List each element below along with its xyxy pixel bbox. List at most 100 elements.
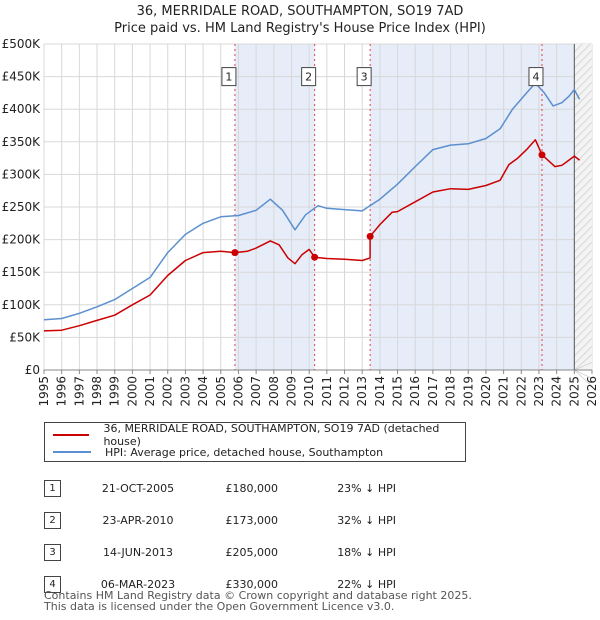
table-row: 1 21-OCT-2005 £180,000 23% ↓ HPI	[44, 472, 396, 504]
future-hatch	[574, 330, 593, 349]
x-tick-label: 2006	[231, 376, 245, 407]
future-hatch	[574, 290, 593, 309]
future-hatch	[574, 314, 593, 333]
future-hatch	[574, 98, 593, 117]
future-hatch	[574, 258, 593, 277]
future-hatch	[574, 338, 593, 357]
future-hatch	[574, 298, 593, 317]
future-hatch	[574, 50, 593, 69]
sale-label-box	[301, 67, 317, 87]
footer-line-2: This data is licensed under the Open Gov…	[44, 600, 395, 613]
future-hatch	[574, 226, 593, 245]
sale-label-box	[221, 67, 237, 87]
y-tick-label: £0	[25, 363, 40, 377]
future-hatch	[574, 242, 593, 261]
x-tick-label: 2013	[355, 376, 369, 407]
x-tick-label: 2015	[391, 376, 405, 407]
sale-price: £180,000	[225, 481, 279, 495]
y-tick-label: £450K	[2, 70, 42, 84]
y-tick-label: £500K	[2, 37, 42, 51]
future-hatch	[574, 74, 593, 93]
x-tick-label: 2021	[497, 376, 511, 407]
sale-label: 1	[221, 67, 237, 87]
future-hatch	[574, 170, 593, 189]
sale-label-text: 2	[305, 71, 312, 84]
x-tick-label: 1997	[72, 376, 86, 407]
future-hatch	[574, 282, 593, 301]
x-tick-label: 2016	[408, 376, 422, 407]
future-hatch	[574, 266, 593, 285]
legend-item-property: 36, MERRIDALE ROAD, SOUTHAMPTON, SO19 7A…	[53, 422, 465, 448]
future-hatch	[574, 210, 593, 229]
y-tick-label: £200K	[2, 233, 42, 247]
x-tick-label: 2008	[267, 376, 281, 407]
y-tick-label: £150K	[2, 265, 42, 279]
legend-hpi-swatch	[53, 451, 91, 453]
sale-label-text: 3	[361, 71, 368, 84]
sale-label-text: 1	[225, 71, 232, 84]
y-tick-label: £400K	[2, 102, 42, 116]
x-tick-label: 1999	[108, 376, 122, 407]
legend: 36, MERRIDALE ROAD, SOUTHAMPTON, SO19 7A…	[44, 422, 466, 462]
future-hatch	[574, 234, 593, 253]
future-hatch	[574, 362, 593, 371]
sale-point	[538, 151, 546, 159]
x-tick-label: 2005	[214, 376, 228, 407]
future-hatch	[574, 369, 593, 379]
x-tick-label: 2010	[302, 376, 316, 407]
legend-hpi-label: HPI: Average price, detached house, Sout…	[105, 445, 384, 459]
future-hatch	[574, 306, 593, 325]
x-tick-label: 2014	[373, 376, 387, 407]
y-tick-label: £300K	[2, 167, 42, 181]
sale-point	[311, 253, 319, 261]
sale-date: 06-MAR-2023	[100, 577, 176, 591]
legend-item-hpi: HPI: Average price, detached house, Sout…	[53, 443, 383, 461]
x-tick-label: 2007	[249, 376, 263, 407]
sale-label: 4	[528, 67, 544, 87]
future-hatch	[574, 154, 593, 173]
x-tick-label: 2024	[550, 376, 564, 407]
sale-number: 4	[44, 575, 61, 593]
future-hatch	[574, 322, 593, 341]
x-tick-label: 1995	[37, 376, 51, 407]
sale-hpi-diff: 32% ↓ HPI	[337, 513, 396, 527]
footer-attribution: Contains HM Land Registry data © Crown c…	[44, 590, 472, 612]
future-hatch	[574, 43, 591, 61]
future-hatch	[574, 90, 593, 109]
future-hatch	[574, 178, 593, 197]
future-region	[574, 44, 592, 370]
future-hatch	[574, 354, 593, 371]
future-hatch	[574, 346, 593, 365]
sale-label: 3	[356, 67, 372, 87]
chart-title: 36, MERRIDALE ROAD, SOUTHAMPTON, SO19 7A…	[137, 4, 464, 19]
x-tick-label: 2004	[196, 376, 210, 407]
sale-point	[231, 249, 239, 257]
y-tick-label: £250K	[2, 200, 42, 214]
x-tick-label: 2002	[161, 376, 175, 407]
sale-label: 2	[301, 67, 317, 87]
future-hatch	[574, 114, 593, 133]
x-tick-label: 2000	[125, 376, 139, 407]
sale-label-box	[356, 67, 372, 87]
x-tick-label: 2020	[479, 376, 493, 407]
legend-property-label: 36, MERRIDALE ROAD, SOUTHAMPTON, SO19 7A…	[103, 422, 440, 448]
sale-number: 3	[44, 543, 61, 561]
sales-table: 1 21-OCT-2005 £180,000 23% ↓ HPI 2 23-AP…	[44, 472, 396, 600]
property-series-line	[43, 139, 581, 332]
x-tick-label: 2017	[426, 376, 440, 407]
future-hatch	[574, 218, 593, 237]
y-tick-label: £100K	[2, 298, 42, 312]
x-tick-label: 2001	[143, 376, 157, 407]
sale-number: 1	[44, 479, 61, 497]
legend-property-swatch	[53, 434, 90, 436]
footer-line-1: Contains HM Land Registry data © Crown c…	[44, 589, 472, 602]
sale-number: 2	[44, 511, 61, 529]
sale-price: £173,000	[225, 513, 279, 527]
x-tick-label: 1998	[90, 376, 104, 407]
sale-hpi-diff: 23% ↓ HPI	[337, 481, 396, 495]
x-tick-label: 2019	[461, 376, 475, 407]
future-hatch	[574, 369, 593, 387]
sale-label-box	[528, 67, 544, 87]
y-tick-label: £50K	[9, 330, 41, 344]
future-hatch	[574, 43, 583, 53]
